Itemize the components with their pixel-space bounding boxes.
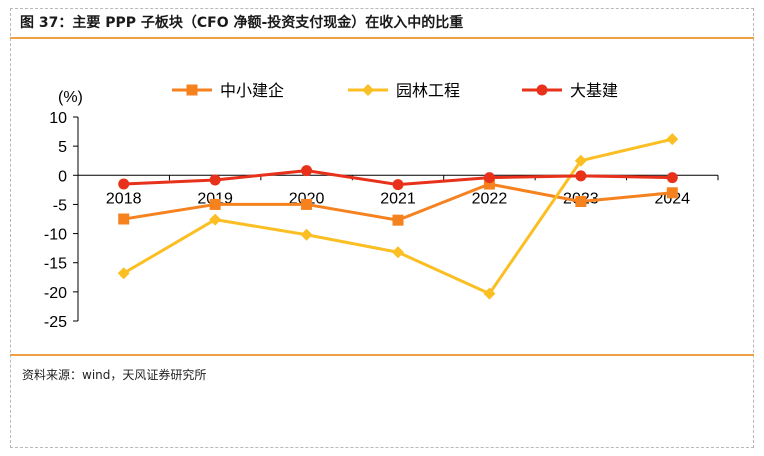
y-axis-label: (%) xyxy=(58,89,83,106)
y-tick-label: 5 xyxy=(58,139,67,156)
figure-title: 图 37：主要 PPP 子板块（CFO 净额-投资支付现金）在收入中的比重 xyxy=(20,15,464,31)
series-group xyxy=(117,133,679,300)
y-tick-label: -20 xyxy=(44,285,67,302)
data-point xyxy=(666,133,679,146)
data-point xyxy=(575,170,587,182)
data-point xyxy=(483,178,495,190)
data-point xyxy=(209,213,222,226)
data-point xyxy=(483,172,495,184)
x-tick-label: 2021 xyxy=(380,190,416,207)
y-tick-label: -25 xyxy=(44,314,67,331)
source-note: 资料来源：wind，天风证券研究所 xyxy=(22,368,207,382)
series-2 xyxy=(117,133,679,300)
data-point xyxy=(575,196,587,208)
title-divider xyxy=(10,37,754,39)
legend-swatch-marker xyxy=(362,84,374,96)
data-point xyxy=(300,228,313,241)
data-point xyxy=(118,213,130,225)
data-point xyxy=(392,179,404,191)
data-point xyxy=(392,214,404,226)
series-3 xyxy=(118,165,678,191)
data-point xyxy=(392,246,404,259)
legend: 中小建企 园林工程 大基建 xyxy=(172,82,618,100)
y-tick-label: 10 xyxy=(49,110,67,127)
figure-frame xyxy=(10,8,754,448)
data-point xyxy=(117,267,130,280)
series-1 xyxy=(118,178,678,226)
data-point xyxy=(574,154,587,167)
legend-label: 中小建企 xyxy=(220,82,284,100)
data-point xyxy=(483,287,496,300)
legend-label: 园林工程 xyxy=(396,82,460,100)
data-point xyxy=(666,172,678,184)
x-tick-label: 2022 xyxy=(472,190,508,207)
data-point xyxy=(118,178,130,190)
legend-label: 大基建 xyxy=(570,82,618,100)
legend-swatch-marker xyxy=(186,84,198,96)
data-point xyxy=(301,198,313,210)
legend-swatch-marker xyxy=(536,84,548,96)
legend-item: 中小建企 xyxy=(172,82,284,100)
y-tick-label: -10 xyxy=(44,227,67,244)
data-point xyxy=(301,165,313,177)
y-tick-label: 0 xyxy=(58,168,67,185)
legend-item: 大基建 xyxy=(522,82,618,100)
y-axis: 10 5 0 -5 -10 -15 -20 -25 xyxy=(44,110,79,331)
x-tick-label: 2018 xyxy=(106,190,142,207)
y-tick-label: -5 xyxy=(53,197,67,214)
legend-item: 园林工程 xyxy=(348,82,460,100)
source-divider xyxy=(10,354,754,356)
y-tick-label: -15 xyxy=(44,256,67,273)
data-point xyxy=(666,187,678,199)
data-point xyxy=(209,174,221,186)
data-point xyxy=(209,198,221,210)
